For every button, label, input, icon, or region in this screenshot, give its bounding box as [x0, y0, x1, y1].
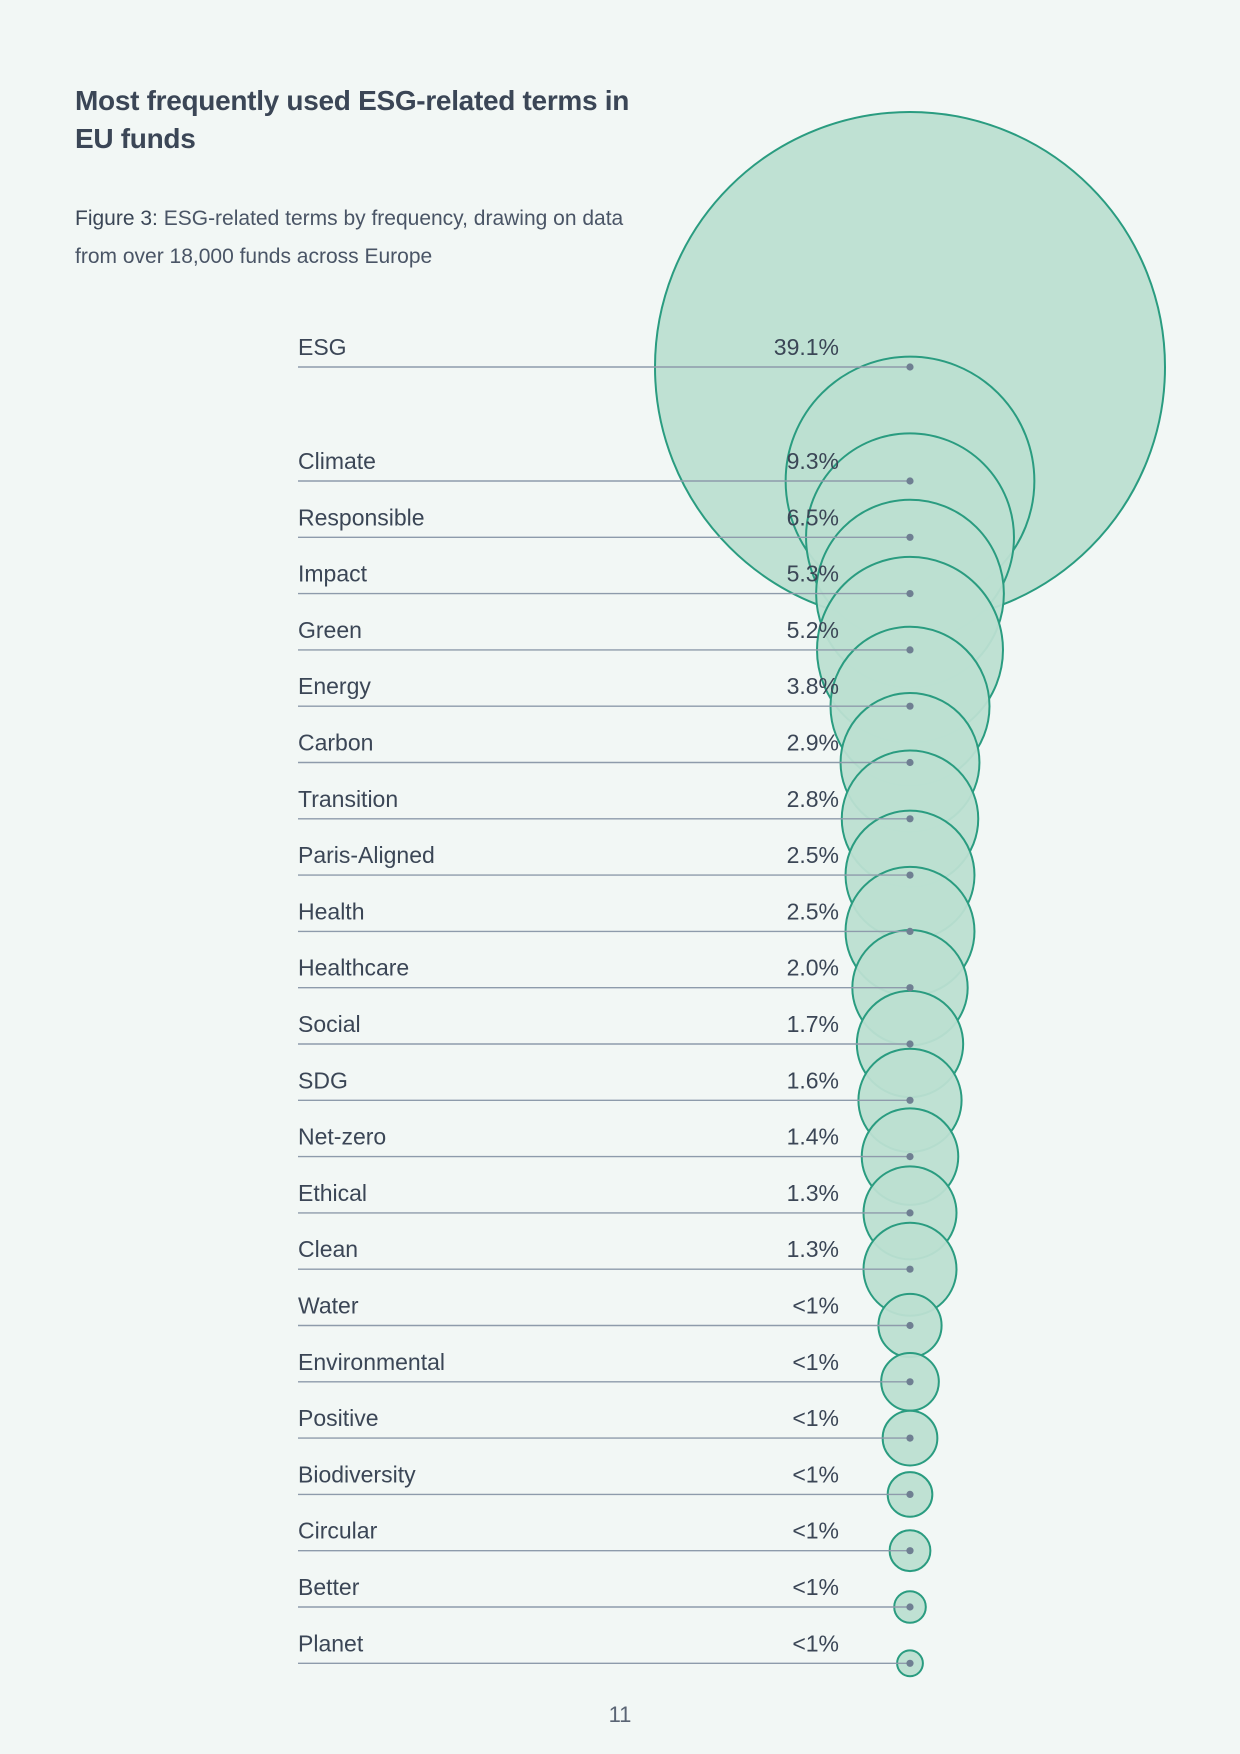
category-label-better: Better — [298, 1574, 360, 1600]
dot-sdg — [906, 1096, 914, 1104]
chart-subtitle: Figure 3: ESG-related terms by frequency… — [75, 200, 635, 276]
category-label-net-zero: Net-zero — [298, 1124, 386, 1150]
category-label-biodiversity: Biodiversity — [298, 1461, 416, 1487]
dot-paris-aligned — [906, 871, 914, 879]
dot-impact — [906, 590, 914, 598]
value-label-green: 5.2% — [787, 617, 839, 643]
category-label-circular: Circular — [298, 1518, 378, 1544]
category-label-green: Green — [298, 617, 362, 643]
dot-health — [906, 927, 914, 936]
value-label-esg: 39.1% — [774, 334, 839, 360]
category-label-paris-aligned: Paris-Aligned — [298, 842, 435, 868]
category-label-ethical: Ethical — [298, 1180, 367, 1206]
dot-clean — [906, 1265, 914, 1273]
dot-green — [906, 646, 914, 654]
category-label-transition: Transition — [298, 786, 398, 812]
category-label-planet: Planet — [298, 1630, 364, 1656]
value-label-sdg: 1.6% — [787, 1067, 839, 1093]
value-label-environmental: <1% — [792, 1349, 839, 1375]
value-label-net-zero: 1.4% — [787, 1124, 839, 1150]
dot-net-zero — [906, 1153, 914, 1161]
value-label-biodiversity: <1% — [792, 1461, 839, 1487]
dot-healthcare — [906, 984, 914, 992]
dot-planet — [906, 1659, 914, 1667]
value-label-impact: 5.3% — [787, 561, 839, 587]
figure-label: Figure 3: — [75, 207, 158, 230]
category-label-social: Social — [298, 1011, 361, 1037]
dot-environmental — [906, 1378, 914, 1386]
dot-responsible — [906, 533, 914, 541]
dot-water — [906, 1321, 914, 1330]
category-label-responsible: Responsible — [298, 504, 425, 530]
dot-transition — [906, 815, 914, 823]
value-label-energy: 3.8% — [787, 673, 839, 699]
value-label-planet: <1% — [792, 1630, 839, 1656]
value-label-social: 1.7% — [787, 1011, 839, 1037]
value-label-health: 2.5% — [787, 898, 839, 924]
category-label-climate: Climate — [298, 448, 376, 474]
dot-carbon — [906, 758, 914, 767]
dot-ethical — [906, 1209, 914, 1217]
value-label-climate: 9.3% — [787, 448, 839, 474]
figure-caption: ESG-related terms by frequency, drawing … — [75, 207, 624, 268]
value-label-circular: <1% — [792, 1518, 839, 1544]
value-label-positive: <1% — [792, 1405, 839, 1431]
dot-positive — [906, 1434, 914, 1442]
category-label-health: Health — [298, 898, 364, 924]
dot-esg — [906, 363, 914, 371]
value-label-clean: 1.3% — [787, 1236, 839, 1262]
category-label-water: Water — [298, 1293, 359, 1319]
dot-social — [906, 1040, 914, 1048]
value-label-responsible: 6.5% — [787, 504, 839, 530]
category-label-sdg: SDG — [298, 1067, 348, 1093]
category-label-environmental: Environmental — [298, 1349, 445, 1375]
chart-title: Most frequently used ESG-related terms i… — [75, 85, 630, 154]
value-label-ethical: 1.3% — [787, 1180, 839, 1206]
category-label-carbon: Carbon — [298, 730, 373, 756]
value-label-healthcare: 2.0% — [787, 955, 839, 981]
row-layer: ESG 39.1% Climate 9.3% Responsible 6.5% Impact… — [298, 334, 914, 1667]
value-label-water: <1% — [792, 1293, 839, 1319]
dot-energy — [906, 702, 914, 710]
category-label-energy: Energy — [298, 673, 371, 699]
category-label-positive: Positive — [298, 1405, 379, 1431]
value-label-transition: 2.8% — [787, 786, 839, 812]
dot-biodiversity — [906, 1490, 914, 1498]
value-label-carbon: 2.9% — [787, 730, 839, 756]
dot-climate — [906, 477, 914, 485]
category-label-impact: Impact — [298, 561, 368, 587]
dot-better — [906, 1603, 914, 1611]
category-label-clean: Clean — [298, 1236, 358, 1262]
dot-circular — [906, 1547, 914, 1555]
page-number: 11 — [608, 1702, 632, 1727]
category-label-healthcare: Healthcare — [298, 955, 409, 981]
value-label-better: <1% — [792, 1574, 839, 1600]
value-label-paris-aligned: 2.5% — [787, 842, 839, 868]
category-label-esg: ESG — [298, 334, 347, 360]
